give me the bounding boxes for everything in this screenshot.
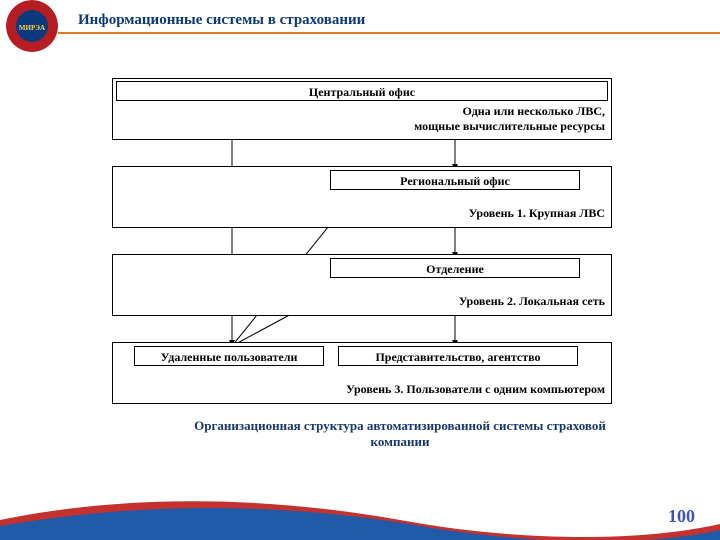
diagram: Центральный офис Региональный офис Отдел… bbox=[0, 0, 720, 540]
node-remote-label: Удаленные пользователи bbox=[161, 350, 298, 364]
level-desc-2: Уровень 2. Локальная сеть bbox=[305, 294, 605, 309]
node-region: Региональный офис bbox=[330, 170, 580, 190]
node-agency-label: Представительство, агентство bbox=[375, 350, 540, 364]
page-number: 100 bbox=[668, 506, 695, 527]
diagram-caption: Организационная структура автоматизирова… bbox=[170, 418, 630, 450]
level-desc-3: Уровень 3. Пользователи с одним компьюте… bbox=[205, 382, 605, 397]
node-hq-label: Центральный офис bbox=[309, 85, 415, 99]
level-desc-0: Одна или несколько ЛВС, мощные вычислите… bbox=[285, 104, 605, 134]
level-desc-1: Уровень 1. Крупная ЛВС bbox=[305, 206, 605, 221]
node-remote: Удаленные пользователи bbox=[134, 346, 324, 366]
node-branch: Отделение bbox=[330, 258, 580, 278]
node-hq: Центральный офис bbox=[116, 81, 608, 101]
node-branch-label: Отделение bbox=[426, 262, 484, 276]
node-region-label: Региональный офис bbox=[400, 174, 510, 188]
node-agency: Представительство, агентство bbox=[338, 346, 578, 366]
